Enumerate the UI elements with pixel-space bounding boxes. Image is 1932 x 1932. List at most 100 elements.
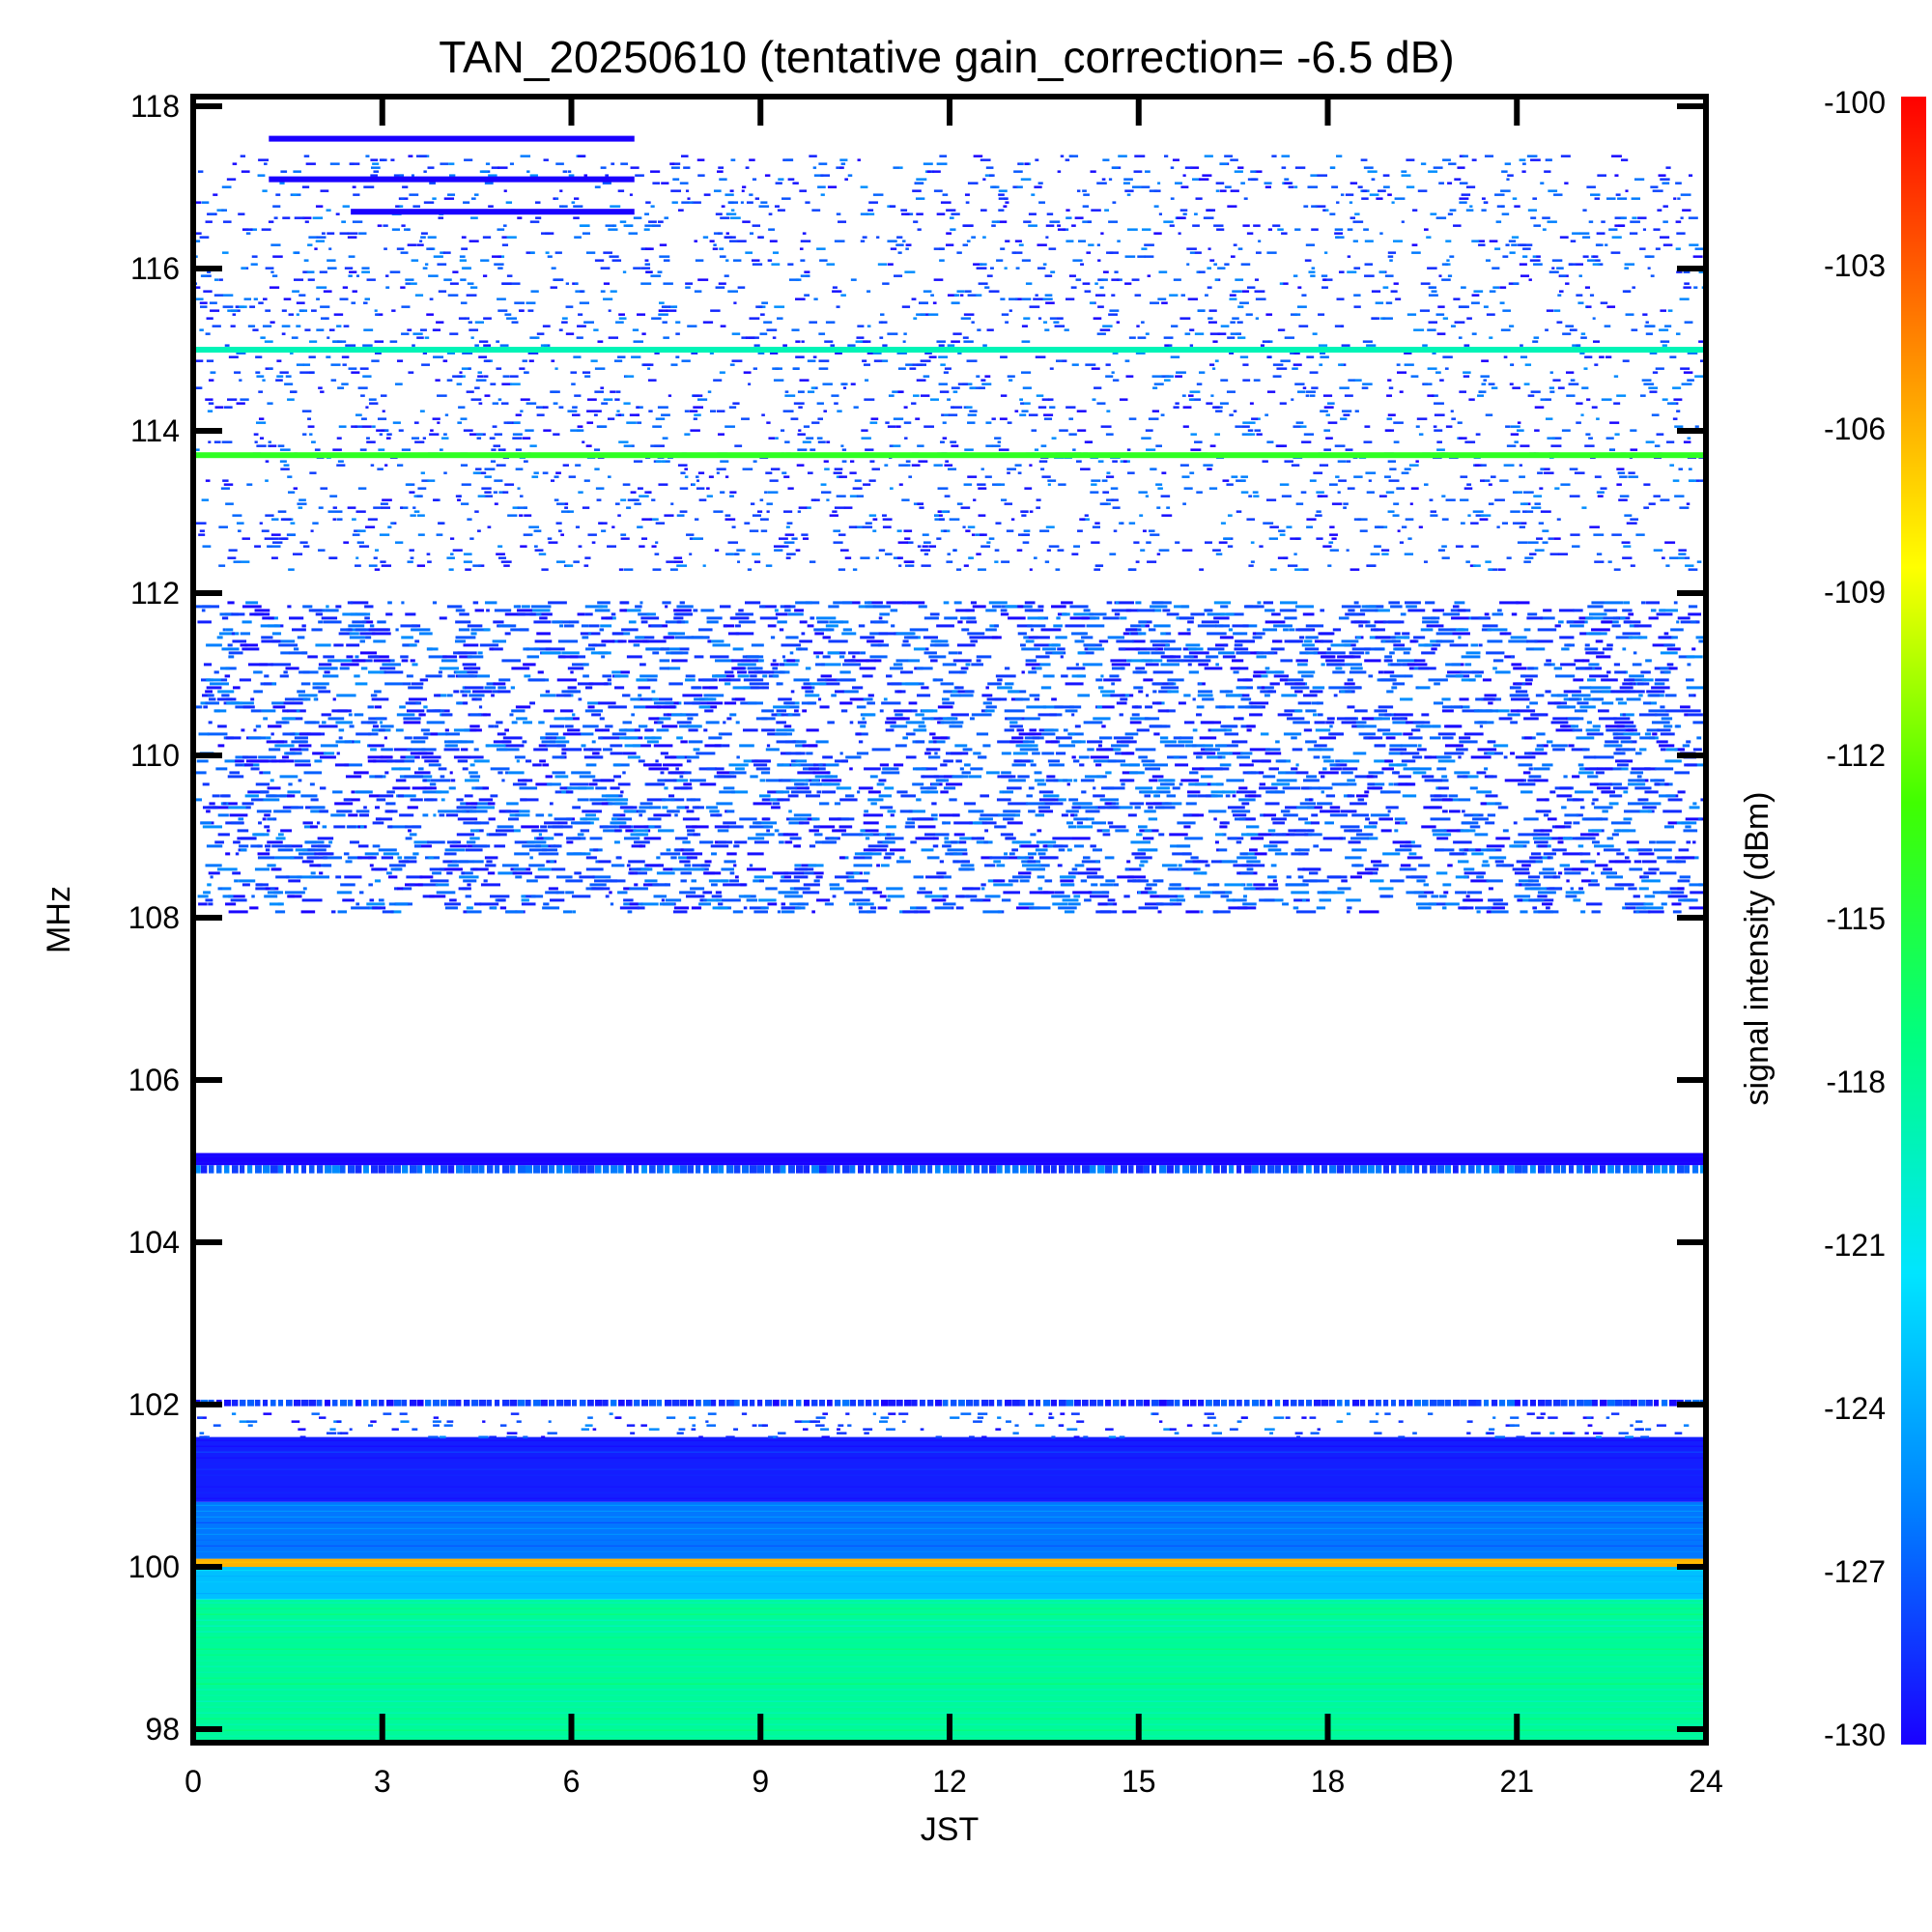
band-9-speck <box>1591 628 1610 632</box>
band-6-dash <box>294 1399 301 1406</box>
band-9-speck <box>1677 790 1686 794</box>
band-9-speck <box>412 663 418 667</box>
band-7-dash <box>873 1165 879 1174</box>
band-9-speck <box>525 759 532 763</box>
band-9-speck <box>1125 628 1138 632</box>
band-9-speck <box>1001 752 1011 755</box>
band-9-speck <box>1224 883 1244 887</box>
band-9-speck <box>812 871 824 875</box>
band-9-speck <box>497 690 511 694</box>
band-9-speck <box>1499 632 1507 636</box>
band-9-speck <box>342 612 357 616</box>
band-9-speck <box>1529 856 1543 860</box>
band-9-speck <box>1514 871 1530 875</box>
band-7-dash <box>549 1165 555 1174</box>
band-0-stripe <box>193 1712 1706 1714</box>
band-5-speck <box>428 1435 439 1438</box>
band-9-speck <box>858 740 864 744</box>
band-9-speck <box>1424 779 1443 782</box>
band-9-speck <box>252 833 270 837</box>
band-6-dash <box>1329 1399 1335 1406</box>
band-9-speck <box>1037 875 1045 879</box>
band-9-speck <box>510 686 515 690</box>
band-9-speck <box>1227 806 1245 810</box>
band-9-speck <box>622 752 637 755</box>
band-9-speck <box>1040 628 1062 632</box>
band-9-speck <box>591 887 611 891</box>
band-9-speck <box>858 833 864 837</box>
band-9-speck <box>1216 848 1220 852</box>
band-9-speck <box>1111 744 1129 748</box>
band-9-speck <box>447 864 459 867</box>
band-9-speck <box>469 775 481 779</box>
band-9-speck <box>430 779 450 782</box>
band-9-speck <box>1581 767 1599 771</box>
band-9-speck <box>1403 651 1410 655</box>
band-9-speck <box>1311 813 1319 817</box>
band-9-speck <box>460 802 468 806</box>
band-9-speck <box>775 612 788 616</box>
band-9-speck <box>779 628 784 632</box>
band-5-speck <box>506 1432 518 1435</box>
band-9-speck <box>1384 713 1392 717</box>
band-9-speck <box>1238 798 1256 802</box>
band-7-dash <box>301 1165 307 1174</box>
band-6-dash <box>1592 1399 1598 1406</box>
band-9-speck <box>867 694 874 697</box>
band-9-speck <box>530 612 542 616</box>
band-5-speck <box>741 1412 748 1415</box>
band-9-speck <box>1036 655 1050 659</box>
band-9-speck <box>581 732 594 736</box>
band-9-speck <box>1641 860 1657 864</box>
band-9-speck <box>652 651 660 655</box>
band-9-speck <box>598 736 603 740</box>
band-9-speck <box>1247 864 1265 867</box>
band-6-dash <box>726 1399 734 1406</box>
band-9-speck <box>403 717 421 721</box>
band-9-speck <box>760 771 771 775</box>
band-9-speck <box>294 736 308 740</box>
band-9-speck <box>702 678 715 682</box>
band-7-dash <box>657 1165 664 1174</box>
band-5-speck <box>1398 1420 1404 1423</box>
band-9-speck <box>447 674 455 678</box>
band-7-dash <box>495 1165 500 1174</box>
band-9-speck <box>339 659 359 663</box>
band-9-speck <box>1562 852 1583 856</box>
band-9-speck <box>1305 740 1318 744</box>
band-9-speck <box>1019 643 1026 647</box>
band-9-speck <box>1121 667 1125 670</box>
band-9-speck <box>1313 844 1319 848</box>
band-9-speck <box>863 871 870 875</box>
band-6-dash <box>1376 1399 1381 1406</box>
band-9-speck <box>378 848 397 852</box>
band-9-speck <box>1649 694 1660 697</box>
band-9-speck <box>951 713 970 717</box>
band-9-speck <box>1654 779 1665 782</box>
band-9-speck <box>457 740 474 744</box>
band-9-speck <box>735 632 754 636</box>
band-9-speck <box>1378 887 1394 891</box>
band-9-speck <box>1381 767 1394 771</box>
band-7-dash <box>1600 1165 1606 1174</box>
band-9-speck <box>1259 786 1278 790</box>
band-9-speck <box>275 721 287 724</box>
band-9-speck <box>473 759 490 763</box>
band-9-speck <box>819 682 840 686</box>
band-9-speck <box>1550 721 1569 724</box>
band-9-speck <box>1246 883 1253 887</box>
band-9-speck <box>1535 748 1545 752</box>
band-9-speck <box>1222 790 1236 794</box>
band-9-speck <box>472 690 493 694</box>
band-9-speck <box>1299 802 1317 806</box>
band-9-speck <box>1051 895 1070 898</box>
band-9-speck <box>924 833 936 837</box>
band-9-speck <box>1319 748 1334 752</box>
band-9-speck <box>1458 798 1471 802</box>
band-9-speck <box>629 871 635 875</box>
band-9-speck <box>779 840 784 844</box>
band-9-speck <box>628 860 645 864</box>
band-7-dash <box>850 1165 856 1174</box>
band-9-speck <box>1542 763 1553 767</box>
band-9-speck <box>1416 748 1427 752</box>
